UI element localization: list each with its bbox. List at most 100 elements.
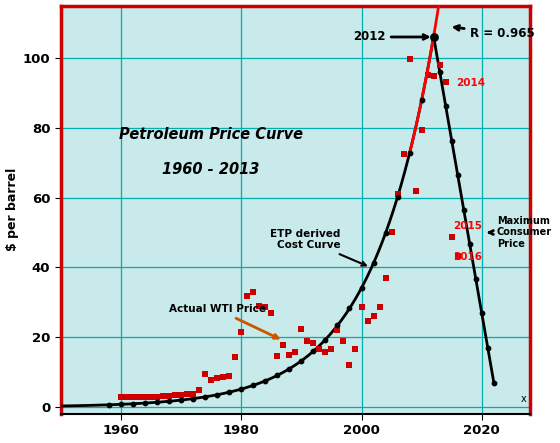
Point <box>303 337 312 344</box>
Text: R = 0.965: R = 0.965 <box>455 26 535 40</box>
Point <box>183 391 192 398</box>
Point <box>165 398 174 405</box>
Point <box>489 379 498 386</box>
Point <box>165 392 174 400</box>
Text: 1960 - 2013: 1960 - 2013 <box>162 162 260 177</box>
Point <box>453 253 462 260</box>
Point <box>147 393 156 400</box>
Point <box>369 260 378 267</box>
Point <box>195 387 204 394</box>
Point <box>447 137 456 144</box>
Point <box>249 288 258 295</box>
Point <box>189 395 198 402</box>
Point <box>429 72 438 79</box>
Point <box>237 385 246 392</box>
Point <box>207 377 216 384</box>
Text: 2012: 2012 <box>353 31 428 43</box>
Point <box>405 149 414 156</box>
Point <box>459 206 468 214</box>
Point <box>141 400 150 407</box>
Point <box>200 371 209 378</box>
Point <box>309 339 318 346</box>
Point <box>345 305 354 312</box>
Text: 2014: 2014 <box>456 78 486 88</box>
Point <box>152 393 161 400</box>
Point <box>261 377 270 385</box>
Point <box>242 292 251 299</box>
Point <box>200 393 209 400</box>
Point <box>128 393 137 400</box>
Point <box>333 322 342 329</box>
Point <box>429 32 438 39</box>
Point <box>483 345 492 352</box>
Point <box>441 103 450 110</box>
Point <box>255 302 264 309</box>
Point <box>213 375 222 382</box>
Point <box>399 151 408 158</box>
Point <box>465 241 474 248</box>
Point <box>417 97 426 104</box>
Point <box>375 304 384 311</box>
Point <box>225 389 234 396</box>
Point <box>435 68 444 75</box>
Point <box>357 284 366 291</box>
Point <box>152 399 161 406</box>
Point <box>116 401 125 408</box>
Point <box>441 78 450 85</box>
Point <box>285 365 294 373</box>
Point <box>279 342 288 349</box>
Point <box>176 392 185 399</box>
Point <box>134 393 143 400</box>
Point <box>297 358 306 365</box>
Point <box>423 72 432 79</box>
Point <box>369 312 378 319</box>
Point <box>219 373 228 381</box>
Point <box>189 391 198 398</box>
Text: 2015: 2015 <box>454 221 483 231</box>
Point <box>321 349 330 356</box>
Point <box>327 345 336 352</box>
Point <box>411 187 420 194</box>
Text: 2016: 2016 <box>454 253 483 262</box>
Point <box>176 396 185 404</box>
Point <box>116 393 125 400</box>
Point <box>321 336 330 343</box>
Point <box>231 353 240 360</box>
Point <box>273 353 282 360</box>
Point <box>237 328 246 335</box>
Point <box>104 401 113 408</box>
Point <box>261 303 270 310</box>
Point <box>381 229 390 237</box>
Text: Actual WTI Price: Actual WTI Price <box>169 304 278 338</box>
Point <box>351 346 360 353</box>
Point <box>285 352 294 359</box>
Point <box>171 392 180 399</box>
Point <box>267 310 276 317</box>
Point <box>447 233 456 241</box>
Point <box>393 190 402 197</box>
Point <box>123 393 132 400</box>
Text: Petroleum Price Curve: Petroleum Price Curve <box>119 127 303 142</box>
Point <box>381 274 390 281</box>
Point <box>249 382 258 389</box>
Point <box>141 393 150 400</box>
Point <box>435 62 444 69</box>
Point <box>417 126 426 133</box>
Y-axis label: $ per barrel: $ per barrel <box>6 168 18 252</box>
Point <box>273 372 282 379</box>
Point <box>333 326 342 334</box>
Point <box>291 348 300 355</box>
Point <box>213 391 222 398</box>
Point <box>477 310 486 317</box>
Point <box>405 56 414 63</box>
Point <box>453 172 462 179</box>
Point <box>128 400 137 407</box>
Point <box>309 348 318 355</box>
Point <box>297 326 306 333</box>
Point <box>158 392 167 400</box>
Text: Maximum
Consumer
Price: Maximum Consumer Price <box>489 216 552 249</box>
Point <box>429 33 438 40</box>
Point <box>225 372 234 379</box>
Point <box>357 303 366 311</box>
Point <box>387 228 396 235</box>
